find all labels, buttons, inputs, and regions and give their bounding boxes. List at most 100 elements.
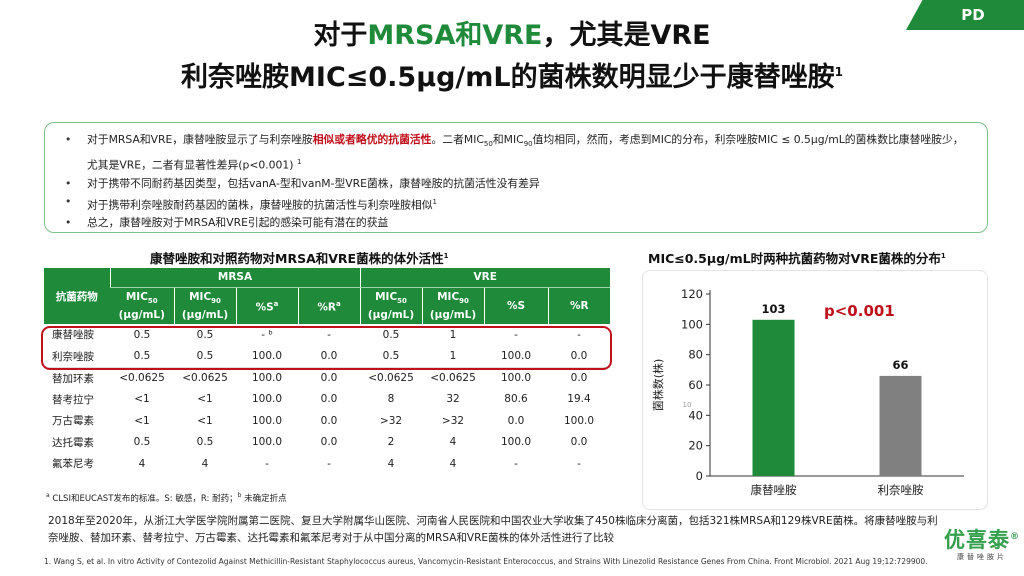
table-cell: 0.0: [548, 366, 610, 389]
table-footnote: a CLSI和EUCAST发布的标准。S: 敏感，R: 耐药；b 未确定折点: [46, 492, 287, 504]
table-cell: >32: [379, 414, 403, 427]
p-value-annotation: p<0.001: [824, 302, 895, 320]
y-tick-label: 80: [688, 348, 703, 362]
y-tick-label: 0: [696, 469, 703, 483]
header-vre-pct-r: %R: [547, 287, 610, 324]
table-cell: 0.5: [133, 436, 151, 449]
stray-axis-label: 10: [683, 401, 692, 409]
table-cell: <1: [134, 414, 150, 427]
header-group-vre: VRE: [359, 268, 610, 288]
table-row: 氟苯尼考 4 4 - - 4 4 - -: [44, 453, 610, 475]
bar-value-label: 103: [761, 302, 785, 316]
table-cell: <1: [134, 393, 150, 406]
table-title: 康替唑胺和对照药物对MRSA和VRE菌株的体外活性1: [150, 251, 449, 266]
table-cell: 0.5: [133, 328, 151, 341]
brand-subtitle: 康替唑胺片: [957, 553, 1007, 561]
table-cell: -: [327, 328, 331, 341]
drug-name-cell: 康替唑胺: [52, 329, 94, 342]
x-category-label: 利奈唑胺: [878, 483, 924, 497]
bar-1: [752, 319, 795, 476]
table-cell: 100.0: [500, 436, 532, 449]
bar-value-label: 66: [892, 358, 908, 372]
table-cell: -: [265, 457, 269, 470]
table-row: 达托霉素 0.5 0.5 100.0 0.0 2 4 100.0 0.0: [44, 432, 610, 454]
x-category-label: 康替唑胺: [751, 483, 797, 497]
table-cell: 4: [449, 457, 457, 470]
table-row: 替考拉宁 <1 <1 100.0 0.0 8 32 80.6 19.4: [44, 389, 610, 411]
study-description: 2018年至2020年，从浙江大学医学院附属第二医院、复旦大学附属华山医院、河南…: [48, 515, 938, 544]
table-cell: <0.0625: [422, 366, 484, 389]
chart-frame: [642, 270, 988, 510]
y-tick-label: 100: [681, 317, 703, 331]
bar-2: [879, 375, 922, 476]
table-cell: 100.0: [251, 350, 283, 362]
table-cell: 100.0: [251, 393, 283, 406]
table-cell: <1: [197, 393, 213, 406]
table-cell: 0.0: [320, 350, 338, 362]
header-vre-mic90: MIC90 (µg/mL): [421, 287, 484, 324]
reference: 1. Wang S, et al. In vitro Activity of C…: [44, 557, 928, 566]
y-axis-label: 菌株数(株): [651, 359, 665, 412]
table-cell: 0.5: [196, 436, 214, 449]
activity-table: 抗菌药物 MRSA VRE MIC50 (µg/mL) MIC90 (µg/mL) …: [44, 268, 610, 475]
table-cell: -: [514, 328, 518, 341]
table-cell: -: [327, 457, 331, 470]
drug-name-cell: 替加环素: [44, 366, 110, 389]
table-cell: <0.0625: [110, 366, 174, 389]
header-vre-pct-s: %S: [483, 287, 548, 324]
table-row: 利奈唑胺 0.5 0.5 100.0 0.0 0.5 1 100.0 0.0: [44, 346, 610, 368]
table-cell: 19.4: [567, 393, 591, 406]
y-tick-label: 60: [688, 378, 703, 392]
table-cell: 0.0: [507, 414, 525, 427]
table-cell: 100.0: [563, 414, 595, 427]
title-line-2: 利奈唑胺MIC≤0.5µg/mL的菌株数明显少于康替唑胺1: [181, 62, 843, 93]
table-cell: 100.0: [251, 414, 283, 427]
highlight-box: [41, 326, 612, 370]
table-cell: <0.0625: [360, 366, 422, 389]
table-cell: 100.0: [251, 436, 283, 449]
header-mrsa-mic90: MIC90 (µg/mL): [173, 287, 236, 324]
header-group-mrsa: MRSA: [109, 268, 360, 288]
table-cell: 0.0: [320, 414, 338, 427]
table-cell: 0.0: [570, 436, 588, 449]
drug-name-cell: 替考拉宁: [52, 393, 94, 406]
y-tick-label: 120: [681, 287, 703, 301]
y-tick-label: 20: [688, 439, 703, 453]
table-cell: 1: [449, 350, 457, 362]
brand-name: 优喜泰®: [944, 528, 1020, 552]
header-mrsa-pct-r: %Ra: [297, 287, 360, 324]
table-cell: 4: [138, 457, 146, 470]
table-cell: -: [577, 457, 581, 470]
table-cell: <0.0625: [174, 366, 236, 389]
table-cell: 80.6: [504, 393, 528, 406]
table-cell: 32: [446, 393, 460, 406]
table-cell: 4: [201, 457, 209, 470]
corner-tag-pd: PD: [906, 0, 1024, 30]
table-cell: -: [577, 328, 581, 341]
table-cell: 4: [387, 457, 395, 470]
table-cell: 100.0: [236, 366, 298, 389]
table-cell: 0.0: [570, 350, 588, 362]
header-mrsa-pct-s: %Sa: [235, 287, 298, 324]
table-cell: 0.0: [298, 366, 360, 389]
table-cell: 8: [387, 393, 395, 406]
header-drug: 抗菌药物: [44, 268, 110, 324]
vre-distribution-chart: 0 20 40 60 80 100 120 菌株数(株) 10 103 康替唑胺 66 利奈唑胺: [651, 287, 964, 497]
header-vre-mic50: MIC50 (µg/mL): [359, 287, 422, 324]
brand-logo: 优喜泰® 康替唑胺片: [940, 524, 1024, 562]
summary-bullet-4: 总之，康替唑胺对于MRSA和VRE引起的感染可能有潜在的获益: [65, 214, 973, 232]
summary-bullet-3: 对于携带利奈唑胺耐药基因的菌株，康替唑胺的抗菌活性与利奈唑胺相似1: [65, 193, 973, 215]
table-cell: 4: [449, 436, 457, 449]
y-tick-label: 40: [688, 408, 703, 422]
drug-name-cell: 万古霉素: [52, 415, 94, 428]
table-cell: 2: [387, 436, 395, 449]
table-cell: <1: [197, 414, 213, 427]
table-cell: 100.0: [484, 366, 548, 389]
table-row: 康替唑胺 0.5 0.5 - ᵇ - 0.5 1 - -: [44, 324, 610, 346]
table-row: 万古霉素 <1 <1 100.0 0.0 >32 >32 0.0 100.0: [44, 410, 610, 432]
table-cell: 100.0: [500, 350, 532, 362]
drug-name-cell: 达托霉素: [52, 436, 94, 449]
table-cell: 0.5: [196, 350, 214, 362]
table-cell: 0.5: [133, 350, 151, 362]
table-cell: 0.5: [196, 328, 214, 341]
